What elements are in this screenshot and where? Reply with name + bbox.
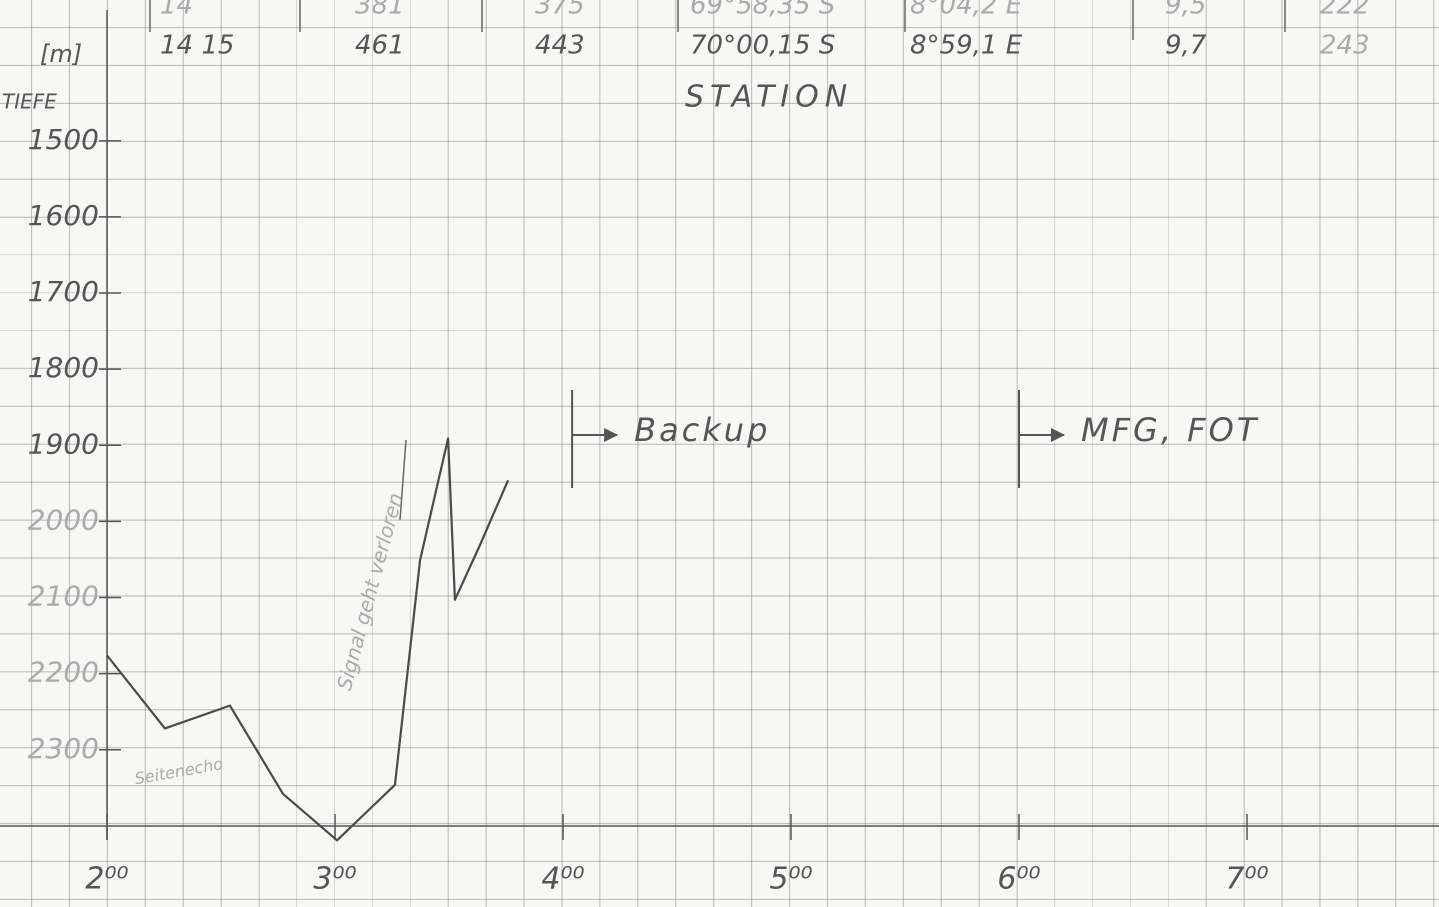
table-separators bbox=[149, 0, 1286, 40]
y-tick-label: 1600 bbox=[28, 199, 99, 232]
table-cell: 8°04,2 E bbox=[910, 0, 1023, 21]
event-label: MFG, FOT bbox=[1081, 411, 1259, 449]
table-cell: 443 bbox=[535, 31, 585, 61]
annotation: Seitenecho bbox=[133, 754, 224, 788]
table-cell: 70°00,15 S bbox=[690, 31, 835, 61]
depth-line bbox=[106, 437, 510, 842]
table-cell: 8°59,1 E bbox=[910, 31, 1023, 61]
table-cell: 9,5 bbox=[1165, 0, 1206, 21]
table-cell: 243 bbox=[1320, 31, 1370, 61]
table-cell: 14 bbox=[160, 0, 193, 21]
table-cell: 69°58,35 S bbox=[690, 0, 835, 21]
y-tick-label: 2100 bbox=[28, 580, 99, 613]
table-cell: 375 bbox=[535, 0, 585, 21]
event-label: Backup bbox=[634, 411, 770, 449]
annotation-arrow bbox=[399, 439, 407, 521]
table-cell: 381 bbox=[355, 0, 405, 21]
y-tick-label: 2300 bbox=[28, 732, 99, 765]
station-label: STATION bbox=[685, 80, 853, 115]
y-tick-label: 1900 bbox=[28, 427, 99, 460]
y-tick-label: 1700 bbox=[28, 275, 99, 308]
x-tick-label: 4⁰⁰ bbox=[541, 862, 584, 897]
x-tick-label: 7⁰⁰ bbox=[1225, 862, 1268, 897]
x-tick-label: 5⁰⁰ bbox=[769, 862, 812, 897]
table-cell: 222 bbox=[1320, 0, 1370, 21]
y-tick-label: 2000 bbox=[28, 503, 99, 536]
y-tick-label: 2200 bbox=[28, 656, 99, 689]
table-cell: 9,7 bbox=[1165, 31, 1207, 61]
event-arrowhead bbox=[604, 428, 619, 442]
table-cell: 14 15 bbox=[160, 31, 234, 61]
x-tick-label: 6⁰⁰ bbox=[997, 862, 1040, 897]
table-cell: 461 bbox=[355, 31, 405, 61]
event-arrowhead bbox=[1051, 428, 1065, 442]
y-tick-label: 1800 bbox=[28, 351, 99, 384]
y-tick-label: 1500 bbox=[28, 123, 99, 156]
annotation: Signal geht verloren bbox=[332, 490, 408, 692]
y-unit: [m] bbox=[40, 40, 82, 68]
x-tick-label: 3⁰⁰ bbox=[313, 862, 356, 897]
y-axis-label: TIEFE bbox=[2, 90, 57, 114]
x-tick-label: 2⁰⁰ bbox=[85, 862, 128, 897]
